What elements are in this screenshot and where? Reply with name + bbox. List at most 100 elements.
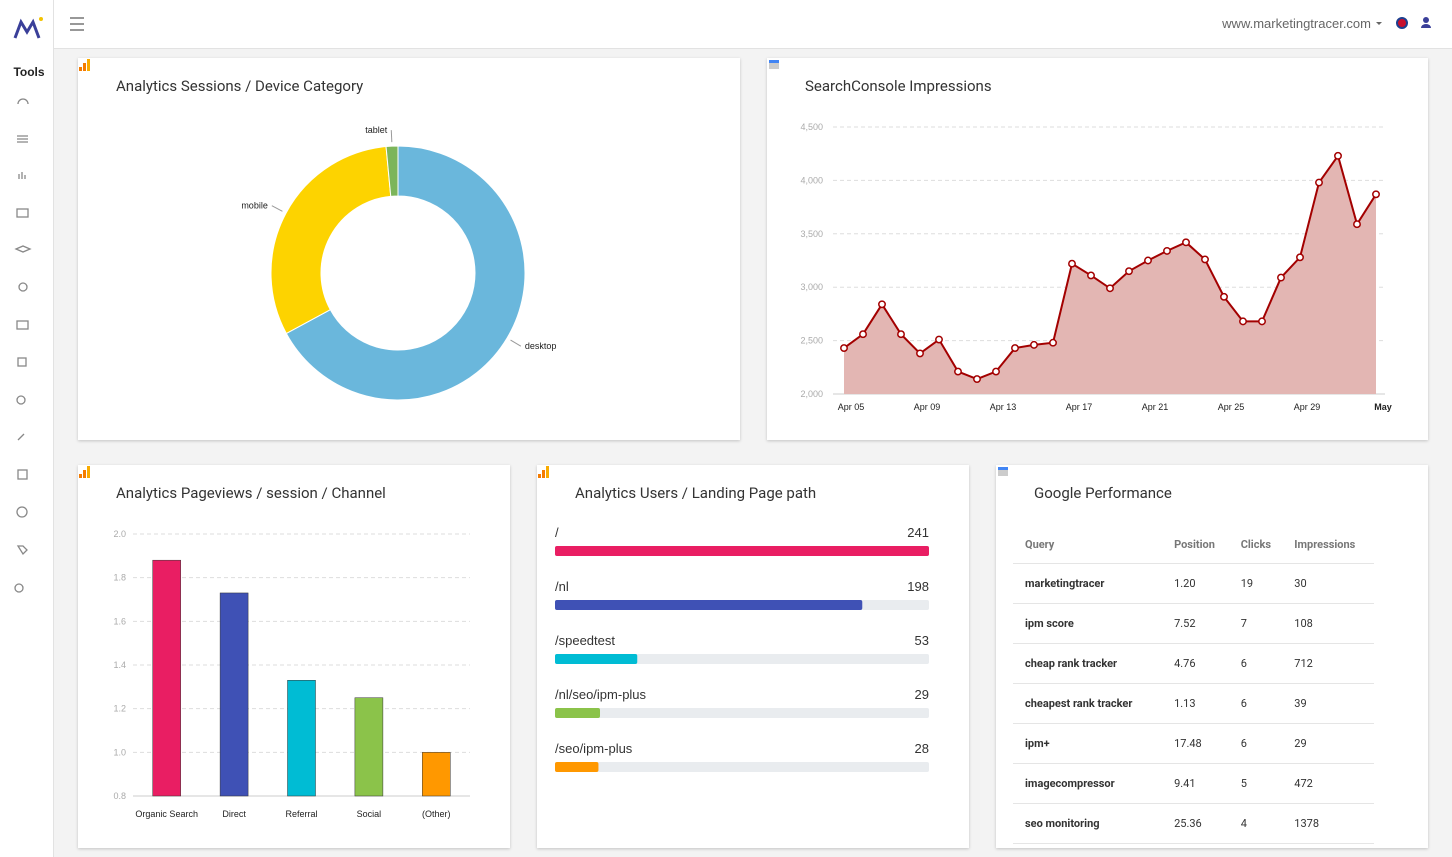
sidebar: Tools	[0, 0, 54, 857]
bar	[287, 680, 316, 797]
table-cell: 30	[1282, 563, 1374, 604]
analytics-icon	[79, 466, 90, 478]
donut-chart: desktop mobile tablet	[241, 125, 556, 401]
icon-gauge[interactable]	[17, 98, 29, 105]
bar	[422, 752, 451, 797]
row-value: 241	[907, 525, 929, 540]
x-tick-label: Apr 25	[1218, 402, 1245, 412]
bar-chart: 0.8 1.0 1.2 1.4 1.6 1.8 2.0 Organic Search Direc…	[113, 529, 470, 819]
progress-bar	[555, 708, 601, 718]
column-header: Clicks	[1228, 525, 1283, 564]
icon-settings[interactable]	[14, 583, 24, 593]
table-cell: 39	[1282, 683, 1374, 724]
sidebar-icons: Tools	[13, 17, 45, 593]
slice-label: tablet	[365, 125, 388, 135]
x-tick-label: Organic Search	[135, 809, 198, 819]
row-label: /speedtest	[555, 633, 615, 648]
point	[1334, 151, 1342, 160]
point	[897, 330, 905, 339]
column-header: Query	[1013, 525, 1163, 564]
icon-chart[interactable]	[18, 172, 26, 179]
table-cell: 472	[1282, 763, 1374, 804]
user-icon-body	[1421, 24, 1431, 28]
point	[973, 375, 981, 383]
point	[840, 344, 848, 353]
point	[1372, 190, 1380, 199]
x-tick-label: Social	[357, 809, 382, 819]
table-header: Query Position Clicks Impressions	[1013, 525, 1374, 564]
point	[1125, 267, 1133, 276]
y-tick-label: 4,500	[800, 122, 823, 132]
search-console-icon	[998, 467, 1008, 476]
point	[1049, 338, 1057, 347]
y-tick-label: 4,000	[800, 175, 823, 185]
table-cell: cheap rank tracker	[1013, 643, 1163, 684]
icon-mail[interactable]	[16, 320, 29, 330]
point	[878, 300, 886, 309]
y-tick-label: 0.8	[113, 791, 126, 801]
x-tick-label: Referral	[285, 809, 317, 819]
header: www.marketingtracer.com	[54, 0, 1452, 49]
icon-calendar[interactable]	[17, 469, 28, 480]
point	[1258, 317, 1266, 326]
card-title: Google Performance	[1034, 484, 1172, 502]
y-tick-label: 1.2	[113, 704, 126, 714]
user-icon[interactable]	[1423, 17, 1429, 23]
slice-label: mobile	[241, 201, 268, 211]
bar	[152, 559, 181, 797]
search-console-icon	[769, 60, 779, 69]
icon-globe[interactable]	[16, 506, 28, 518]
point	[954, 367, 962, 376]
leader-line	[271, 205, 283, 212]
y-tick-label: 1.8	[113, 573, 126, 583]
row-label: /nl/seo/ipm-plus	[555, 687, 647, 702]
x-tick-label: Apr 21	[1142, 402, 1169, 412]
icon-sliders[interactable]	[17, 135, 28, 143]
table-cell: 29	[1282, 723, 1374, 764]
logo	[13, 18, 41, 39]
point	[1277, 273, 1285, 282]
column-header: Impressions	[1282, 525, 1374, 564]
donut-slice	[385, 145, 399, 197]
icon-target[interactable]	[16, 395, 26, 405]
leader-line	[390, 130, 393, 143]
icon-google[interactable]	[18, 282, 28, 292]
point	[992, 367, 1000, 376]
x-tick-label: May	[1374, 402, 1392, 412]
card: / 241/nl 198/speedtest 53/nl/seo/ipm-plus 29…	[537, 465, 969, 848]
icon-news[interactable]	[16, 208, 29, 218]
bar	[354, 697, 384, 797]
column-header: Position	[1162, 525, 1229, 564]
line-chart: 2,000 2,500 3,000 3,500 4,000 4,500 Apr 05 Apr …	[800, 122, 1392, 412]
row-value: 53	[915, 633, 929, 648]
row-value: 28	[915, 741, 929, 756]
x-tick-label: Apr 29	[1294, 402, 1321, 412]
table-cell: marketingtracer	[1013, 563, 1163, 604]
table-cell: 6	[1228, 723, 1283, 764]
site-selector[interactable]: www.marketingtracer.com	[1221, 16, 1371, 31]
y-tick-label: 1.0	[113, 747, 126, 757]
progress-track	[555, 654, 929, 664]
analytics-icon	[538, 466, 549, 478]
card-title: SearchConsole Impressions	[805, 77, 992, 95]
table-row: marketingtracer 1.20 19 30	[1013, 563, 1374, 604]
icon-link[interactable]	[17, 433, 25, 441]
table-cell: ipm score	[1013, 603, 1163, 644]
icon-copy[interactable]	[17, 357, 27, 367]
table-cell: 108	[1282, 603, 1374, 644]
analytics-icon	[79, 59, 90, 71]
language-flag[interactable]	[1396, 17, 1408, 29]
icon-tag[interactable]	[16, 545, 28, 556]
y-tick-label: 2,000	[800, 389, 823, 399]
table-cell: 4	[1228, 803, 1283, 844]
y-tick-label: 3,500	[800, 229, 823, 239]
table-cell: 5	[1228, 763, 1283, 804]
progress-track	[555, 762, 929, 772]
table-cell: 4.76	[1162, 643, 1229, 684]
icon-cap[interactable]	[14, 245, 32, 253]
point	[1163, 246, 1171, 255]
card-title: Analytics Users / Landing Page path	[575, 484, 817, 502]
table-row: seo monitoring 25.36 4 1378	[1013, 803, 1374, 844]
card-title: Analytics Sessions / Device Category	[116, 77, 364, 95]
menu-toggle[interactable]	[70, 17, 84, 31]
